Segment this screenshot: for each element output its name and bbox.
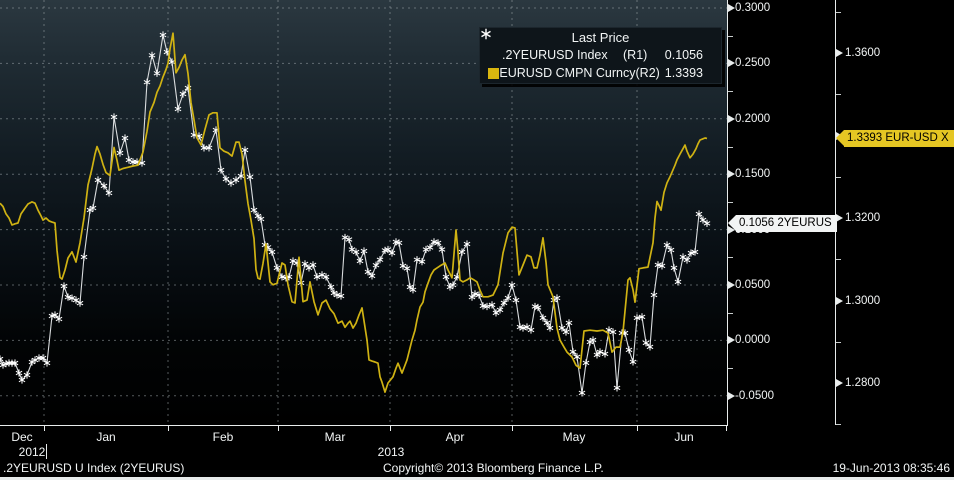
- chart-legend: Last Price .2YEURUSD Index (R1) 0.1056 E…: [479, 27, 722, 84]
- r1-axis-label: 0.2000: [735, 112, 771, 125]
- x-axis-month-label: Dec: [11, 430, 33, 444]
- r2-minor-tick: [836, 341, 841, 343]
- r1-axis-label: 0.0500: [735, 279, 771, 291]
- x-axis-tick: [44, 426, 45, 431]
- legend-series-value: 1.3393: [664, 66, 703, 80]
- x-axis-month-label: Apr: [445, 430, 465, 444]
- legend-title: Last Price: [571, 30, 630, 45]
- r1-minor-tick: [728, 368, 733, 370]
- r1-axis-label: -0.0500: [735, 389, 775, 402]
- x-axis-month-label: Jan: [96, 430, 116, 444]
- r1-major-tick: [728, 4, 735, 12]
- series-line-r1: [0, 34, 708, 394]
- series-line-r2: [0, 32, 708, 393]
- r1-major-tick: [728, 114, 735, 123]
- legend-item-2yeurusd[interactable]: .2YEURUSD Index (R1) 0.1056: [480, 28, 721, 64]
- r2-last-price-tag: 1.3393 EUR-USD X: [836, 129, 954, 147]
- x-axis-year-label: 2012: [18, 445, 46, 459]
- r1-major-tick: [728, 336, 735, 345]
- legend-item-eurusd[interactable]: EURUSD CMPN Curncy (R2) 1.3393: [480, 64, 721, 82]
- r1-major-tick: [728, 170, 735, 179]
- x-axis-tick: [278, 426, 279, 431]
- r2-minor-tick: [836, 424, 841, 426]
- r2-axis-line: [835, 0, 836, 425]
- r1-major-tick: [728, 391, 735, 400]
- r2-minor-tick: [836, 176, 841, 178]
- x-axis-tick: [726, 426, 727, 431]
- r1-minor-tick: [728, 35, 733, 37]
- x-axis-tick: [512, 426, 513, 431]
- r1-axis-label: 0.3000: [735, 2, 771, 14]
- r2-major-tick: [836, 214, 843, 222]
- price-chart-plot-area[interactable]: Last Price .2YEURUSD Index (R1) 0.1056 E…: [0, 0, 727, 426]
- x-axis-tick: [168, 426, 169, 431]
- footer-ticker-label: .2YEURUSD U Index (2YEURUS): [3, 461, 185, 475]
- r1-minor-tick: [728, 312, 733, 314]
- r1-minor-tick: [728, 91, 733, 93]
- x-axis-line: [0, 425, 728, 426]
- footer-bar: .2YEURUSD U Index (2YEURUS) Copyright© 2…: [0, 460, 954, 477]
- r1-major-tick: [728, 59, 735, 68]
- legend-series-axis: (R1): [623, 48, 648, 62]
- x-axis-month-label: Feb: [212, 430, 234, 444]
- r1-axis-line: [727, 0, 728, 426]
- asterisk-markers: [0, 31, 711, 397]
- x-axis-year-label: 2013: [377, 445, 405, 459]
- legend-series-name: .2YEURUSD Index: [502, 48, 608, 62]
- footer-timestamp: 19-Jun-2013 08:35:46: [832, 461, 950, 475]
- r1-minor-tick: [728, 201, 733, 203]
- r2-major-tick: [836, 49, 843, 57]
- r2-axis-label: 1.2800: [845, 377, 881, 389]
- legend-series-axis: (R2): [635, 66, 660, 80]
- r2-major-tick: [836, 379, 843, 387]
- x-axis-month-label: May: [562, 430, 586, 444]
- r2-axis-label: 1.3000: [845, 294, 881, 307]
- square-marker-icon: [488, 67, 499, 79]
- legend-series-value: 0.1056: [664, 48, 703, 62]
- r1-axis-label: 0.2500: [735, 57, 771, 70]
- r1-minor-tick: [728, 146, 733, 148]
- r2-minor-tick: [836, 94, 841, 96]
- r1-axis-label: 0.0000: [735, 334, 771, 347]
- r2-minor-tick: [836, 11, 841, 13]
- bottom-border-line: [0, 477, 954, 480]
- r2-major-tick: [836, 296, 843, 305]
- year-divider-line: [46, 444, 47, 459]
- r2-axis-label: 1.3200: [845, 212, 881, 224]
- x-axis-month-label: Jun: [674, 430, 694, 444]
- x-axis-month-label: Mar: [324, 430, 346, 444]
- r2-axis-label: 1.3600: [845, 47, 881, 59]
- x-axis-tick: [637, 426, 638, 431]
- r1-minor-tick: [728, 257, 733, 259]
- x-axis-tick: [390, 426, 391, 431]
- r1-axis-label: 0.1500: [735, 168, 771, 181]
- r1-last-price-tag: 0.1056 2YEURUS: [728, 214, 837, 232]
- chart-canvas: [0, 0, 727, 425]
- footer-copyright-label: Copyright© 2013 Bloomberg Finance L.P.: [383, 461, 604, 475]
- r2-minor-tick: [836, 259, 841, 261]
- legend-series-name: EURUSD CMPN Curncy: [499, 66, 636, 80]
- r1-major-tick: [728, 281, 735, 289]
